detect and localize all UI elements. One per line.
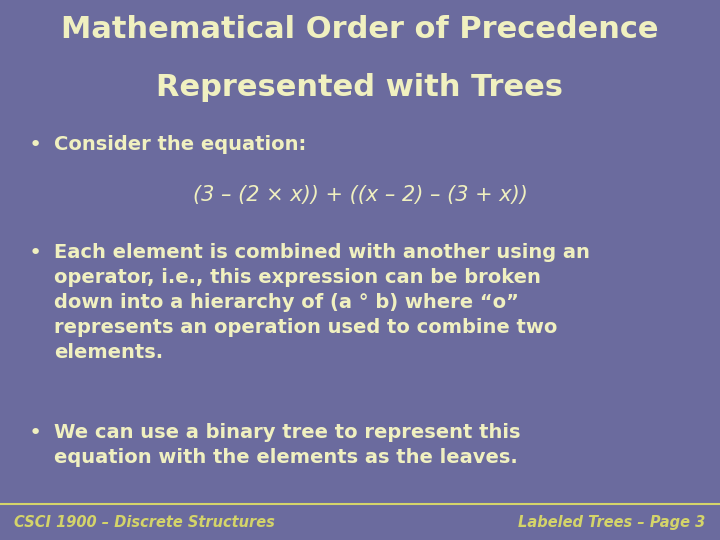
Text: Mathematical Order of Precedence: Mathematical Order of Precedence: [61, 15, 659, 44]
Text: Each element is combined with another using an
operator, i.e., this expression c: Each element is combined with another us…: [54, 243, 590, 362]
Text: •: •: [29, 423, 42, 443]
Text: •: •: [29, 243, 42, 263]
Text: We can use a binary tree to represent this
equation with the elements as the lea: We can use a binary tree to represent th…: [54, 423, 521, 468]
Text: (3 – (2 × x)) + ((x – 2) – (3 + x)): (3 – (2 × x)) + ((x – 2) – (3 + x)): [192, 185, 528, 205]
Text: Labeled Trees – Page 3: Labeled Trees – Page 3: [518, 515, 706, 530]
Text: •: •: [29, 136, 42, 156]
Text: Consider the equation:: Consider the equation:: [54, 136, 306, 154]
Text: CSCI 1900 – Discrete Structures: CSCI 1900 – Discrete Structures: [14, 515, 275, 530]
Text: Represented with Trees: Represented with Trees: [156, 73, 564, 102]
